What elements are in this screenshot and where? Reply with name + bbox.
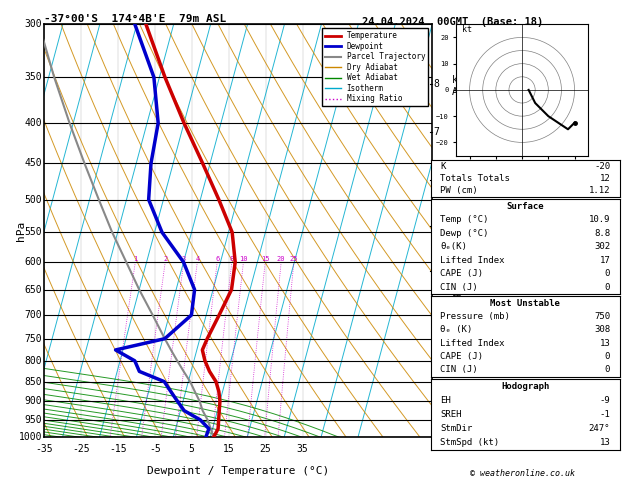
Text: PW (cm): PW (cm) xyxy=(440,186,478,195)
Text: 35: 35 xyxy=(297,444,308,454)
Text: 15: 15 xyxy=(223,444,235,454)
Text: 0: 0 xyxy=(604,283,610,292)
Text: 7: 7 xyxy=(433,127,439,138)
Text: 25: 25 xyxy=(260,444,272,454)
Text: 900: 900 xyxy=(25,396,42,406)
Text: Surface: Surface xyxy=(506,202,544,210)
Text: 6: 6 xyxy=(215,256,220,262)
Text: 308: 308 xyxy=(594,325,610,334)
Text: LCL: LCL xyxy=(433,429,451,439)
Text: 950: 950 xyxy=(25,415,42,425)
Text: 1: 1 xyxy=(433,396,439,406)
Text: 750: 750 xyxy=(25,334,42,344)
Text: 13: 13 xyxy=(599,339,610,348)
X-axis label: Dewpoint / Temperature (°C): Dewpoint / Temperature (°C) xyxy=(147,467,329,476)
Text: 450: 450 xyxy=(25,158,42,169)
Text: 8: 8 xyxy=(230,256,234,262)
Text: EH: EH xyxy=(440,396,451,405)
Text: 550: 550 xyxy=(25,227,42,237)
Text: 350: 350 xyxy=(25,72,42,82)
Text: hPa: hPa xyxy=(16,221,26,241)
Text: Dewp (°C): Dewp (°C) xyxy=(440,228,489,238)
Legend: Temperature, Dewpoint, Parcel Trajectory, Dry Adiabat, Wet Adiabat, Isotherm, Mi: Temperature, Dewpoint, Parcel Trajectory… xyxy=(322,28,428,106)
Text: CIN (J): CIN (J) xyxy=(440,283,478,292)
Text: -35: -35 xyxy=(35,444,53,454)
Text: 20: 20 xyxy=(277,256,286,262)
Text: StmSpd (kt): StmSpd (kt) xyxy=(440,438,499,447)
Text: Lifted Index: Lifted Index xyxy=(440,256,505,265)
Text: 5: 5 xyxy=(189,444,195,454)
Text: 8.8: 8.8 xyxy=(594,228,610,238)
Text: θₑ(K): θₑ(K) xyxy=(440,242,467,251)
Text: -15: -15 xyxy=(109,444,126,454)
Text: 1.12: 1.12 xyxy=(589,186,610,195)
Text: CAPE (J): CAPE (J) xyxy=(440,352,483,361)
Text: 10.9: 10.9 xyxy=(589,215,610,224)
Text: 500: 500 xyxy=(25,194,42,205)
Text: 0: 0 xyxy=(604,352,610,361)
Text: 247°: 247° xyxy=(589,424,610,433)
Text: CIN (J): CIN (J) xyxy=(440,365,478,375)
Text: Temp (°C): Temp (°C) xyxy=(440,215,489,224)
Text: 750: 750 xyxy=(594,312,610,321)
Text: 0: 0 xyxy=(604,269,610,278)
Text: 1: 1 xyxy=(133,256,137,262)
Text: 302: 302 xyxy=(594,242,610,251)
Text: -5: -5 xyxy=(149,444,160,454)
Text: 3: 3 xyxy=(182,256,186,262)
Text: 12: 12 xyxy=(599,174,610,183)
Text: 1000: 1000 xyxy=(19,433,42,442)
Text: 850: 850 xyxy=(25,377,42,387)
Text: 25: 25 xyxy=(289,256,298,262)
Text: -9: -9 xyxy=(599,396,610,405)
Text: StmDir: StmDir xyxy=(440,424,472,433)
Text: 5: 5 xyxy=(433,221,439,231)
Text: Lifted Index: Lifted Index xyxy=(440,339,505,348)
Text: km
ASL: km ASL xyxy=(452,75,469,97)
Text: 400: 400 xyxy=(25,118,42,128)
Text: Mixing Ratio (g/kg): Mixing Ratio (g/kg) xyxy=(452,216,462,328)
Text: © weatheronline.co.uk: © weatheronline.co.uk xyxy=(470,469,574,478)
Text: 0: 0 xyxy=(604,365,610,375)
Text: 8: 8 xyxy=(433,79,439,89)
Text: CAPE (J): CAPE (J) xyxy=(440,269,483,278)
Text: -20: -20 xyxy=(594,162,610,171)
Text: 24.04.2024  00GMT  (Base: 18): 24.04.2024 00GMT (Base: 18) xyxy=(362,17,543,27)
Text: 6: 6 xyxy=(433,175,439,185)
Text: 15: 15 xyxy=(261,256,269,262)
Text: 650: 650 xyxy=(25,285,42,295)
Text: Most Unstable: Most Unstable xyxy=(490,298,560,308)
Text: 800: 800 xyxy=(25,356,42,366)
Text: 3: 3 xyxy=(433,310,439,320)
Text: 2: 2 xyxy=(433,356,439,366)
Text: θₑ (K): θₑ (K) xyxy=(440,325,472,334)
Text: -37°00'S  174°4B'E  79m ASL: -37°00'S 174°4B'E 79m ASL xyxy=(44,14,226,23)
Text: K: K xyxy=(440,162,446,171)
Text: 4: 4 xyxy=(195,256,199,262)
Text: 17: 17 xyxy=(599,256,610,265)
Text: SREH: SREH xyxy=(440,410,462,419)
Text: Hodograph: Hodograph xyxy=(501,382,549,391)
Text: 2: 2 xyxy=(163,256,167,262)
Text: 4: 4 xyxy=(433,266,439,276)
Text: 600: 600 xyxy=(25,257,42,267)
Text: Totals Totals: Totals Totals xyxy=(440,174,510,183)
Text: -25: -25 xyxy=(72,444,90,454)
Text: 13: 13 xyxy=(599,438,610,447)
Text: 300: 300 xyxy=(25,19,42,29)
Text: 10: 10 xyxy=(239,256,248,262)
Text: Pressure (mb): Pressure (mb) xyxy=(440,312,510,321)
Text: -1: -1 xyxy=(599,410,610,419)
Text: kt: kt xyxy=(462,25,472,34)
Text: 700: 700 xyxy=(25,310,42,320)
